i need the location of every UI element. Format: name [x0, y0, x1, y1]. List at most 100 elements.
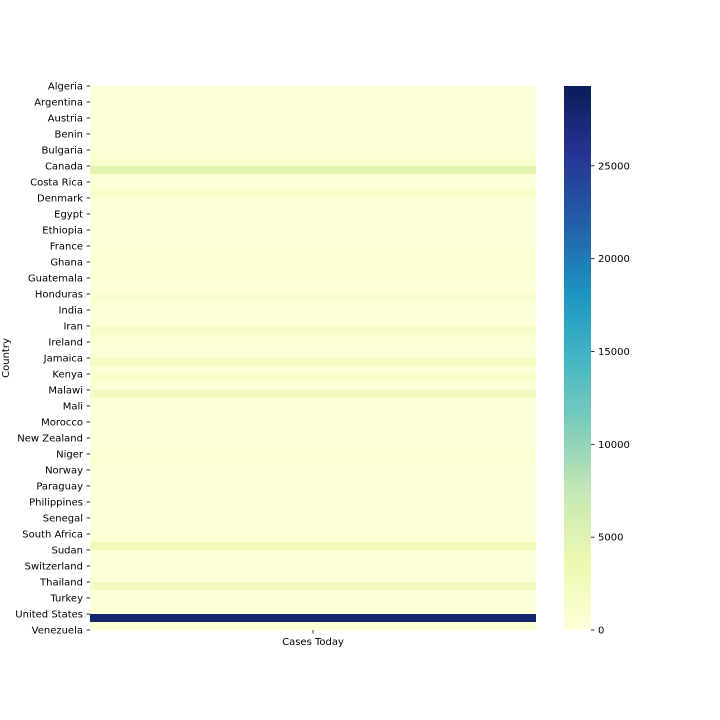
colorbar-tick-label: 5000 — [598, 533, 623, 544]
heatmap-cell — [90, 478, 536, 487]
heatmap-cell — [90, 350, 536, 359]
heatmap-cell — [90, 238, 536, 247]
x-axis: Cases Today — [282, 630, 344, 648]
heatmap-cell — [90, 118, 536, 127]
y-tick-label: Bulgaria — [42, 146, 83, 157]
colorbar-tick-label: 20000 — [598, 254, 630, 265]
heatmap-cell — [90, 358, 536, 367]
heatmap-cell — [90, 198, 536, 207]
heatmap-cell — [90, 94, 536, 103]
heatmap-cell — [90, 126, 536, 135]
y-tick-label: Morocco — [41, 418, 83, 429]
heatmap-cell — [90, 374, 536, 383]
heatmap-cell — [90, 582, 536, 591]
y-tick-label: Paraguay — [36, 482, 83, 493]
heatmap-cell — [90, 462, 536, 471]
y-tick-label: Iran — [63, 322, 83, 333]
y-tick-label: Canada — [45, 162, 83, 173]
heatmap-cell — [90, 334, 536, 343]
heatmap-cell — [90, 470, 536, 479]
y-tick-label: Costa Rica — [30, 178, 83, 189]
heatmap-cell — [90, 214, 536, 223]
y-tick-label: Thailand — [39, 578, 83, 589]
heatmap-cell — [90, 278, 536, 287]
y-tick-label: Switzerland — [25, 562, 83, 573]
heatmap-cell — [90, 510, 536, 519]
y-tick-label: France — [50, 242, 83, 253]
heatmap-cell — [90, 598, 536, 607]
heatmap-cell — [90, 222, 536, 231]
heatmap-cell — [90, 406, 536, 415]
y-tick-label: United States — [15, 610, 83, 621]
heatmap-cell — [90, 318, 536, 327]
heatmap-cell — [90, 414, 536, 423]
heatmap-cell — [90, 502, 536, 511]
heatmap-cell — [90, 174, 536, 183]
y-axis-label: Country — [1, 338, 12, 378]
heatmap-cell — [90, 86, 536, 95]
y-tick-label: Algeria — [48, 82, 83, 93]
heatmap-cell — [90, 110, 536, 119]
heatmap-cell — [90, 150, 536, 159]
heatmap-cell — [90, 182, 536, 191]
y-tick-label: New Zealand — [17, 434, 83, 445]
heatmap-cell — [90, 270, 536, 279]
heatmap-cell — [90, 302, 536, 311]
y-tick-label: Turkey — [49, 594, 83, 605]
y-tick-label: Denmark — [37, 194, 83, 205]
heatmap-cell — [90, 262, 536, 271]
heatmap-cell — [90, 438, 536, 447]
y-tick-label: Honduras — [35, 290, 83, 301]
heatmap-cell — [90, 518, 536, 527]
heatmap-cell — [90, 190, 536, 199]
heatmap-cells — [90, 86, 536, 631]
heatmap-cell — [90, 366, 536, 375]
heatmap-cell — [90, 206, 536, 215]
heatmap-cell — [90, 606, 536, 615]
y-tick-label: Ghana — [50, 258, 83, 269]
y-tick-label: India — [58, 306, 83, 317]
y-tick-label: Benin — [55, 130, 83, 141]
heatmap-cell — [90, 542, 536, 551]
heatmap-cell — [90, 486, 536, 495]
x-tick-label: Cases Today — [282, 637, 344, 648]
heatmap-cell — [90, 326, 536, 335]
heatmap-cell — [90, 494, 536, 503]
heatmap-cell — [90, 534, 536, 543]
colorbar — [564, 86, 591, 630]
y-tick-label: Ireland — [48, 338, 83, 349]
heatmap-cell — [90, 446, 536, 455]
colorbar-tick-label: 0 — [598, 626, 604, 637]
y-tick-label: Mali — [63, 402, 83, 413]
heatmap-cell — [90, 294, 536, 303]
heatmap-cell — [90, 254, 536, 263]
y-tick-label: Venezuela — [32, 626, 83, 637]
heatmap-cell — [90, 310, 536, 319]
heatmap-cell — [90, 422, 536, 431]
y-tick-label: Malawi — [48, 386, 83, 397]
colorbar-axis: 0 5000 10000 15000 20000 25000 — [591, 161, 630, 637]
y-tick-label: Philippines — [29, 498, 83, 509]
heatmap-cell — [90, 590, 536, 599]
heatmap-cell — [90, 558, 536, 567]
y-tick-label: Argentina — [34, 98, 83, 109]
y-tick-label: Niger — [56, 450, 84, 461]
y-tick-label: Kenya — [52, 370, 83, 381]
y-tick-label: Sudan — [52, 546, 84, 557]
colorbar-tick-label: 15000 — [598, 347, 630, 358]
heatmap-cell — [90, 454, 536, 463]
heatmap-cell — [90, 390, 536, 399]
heatmap-cell — [90, 342, 536, 351]
y-tick-label: Senegal — [43, 514, 83, 525]
heatmap-cell — [90, 102, 536, 111]
y-tick-label: Ethiopia — [42, 226, 83, 237]
y-tick-label: Norway — [45, 466, 83, 477]
y-axis: Algeria Argentina Austria Benin Bulgaria Cana… — [15, 82, 90, 637]
heatmap-cell — [90, 622, 536, 631]
heatmap-cell — [90, 574, 536, 583]
heatmap-cell — [90, 398, 536, 407]
heatmap-cell — [90, 166, 536, 175]
heatmap-cell — [90, 430, 536, 439]
heatmap-cell — [90, 614, 536, 623]
